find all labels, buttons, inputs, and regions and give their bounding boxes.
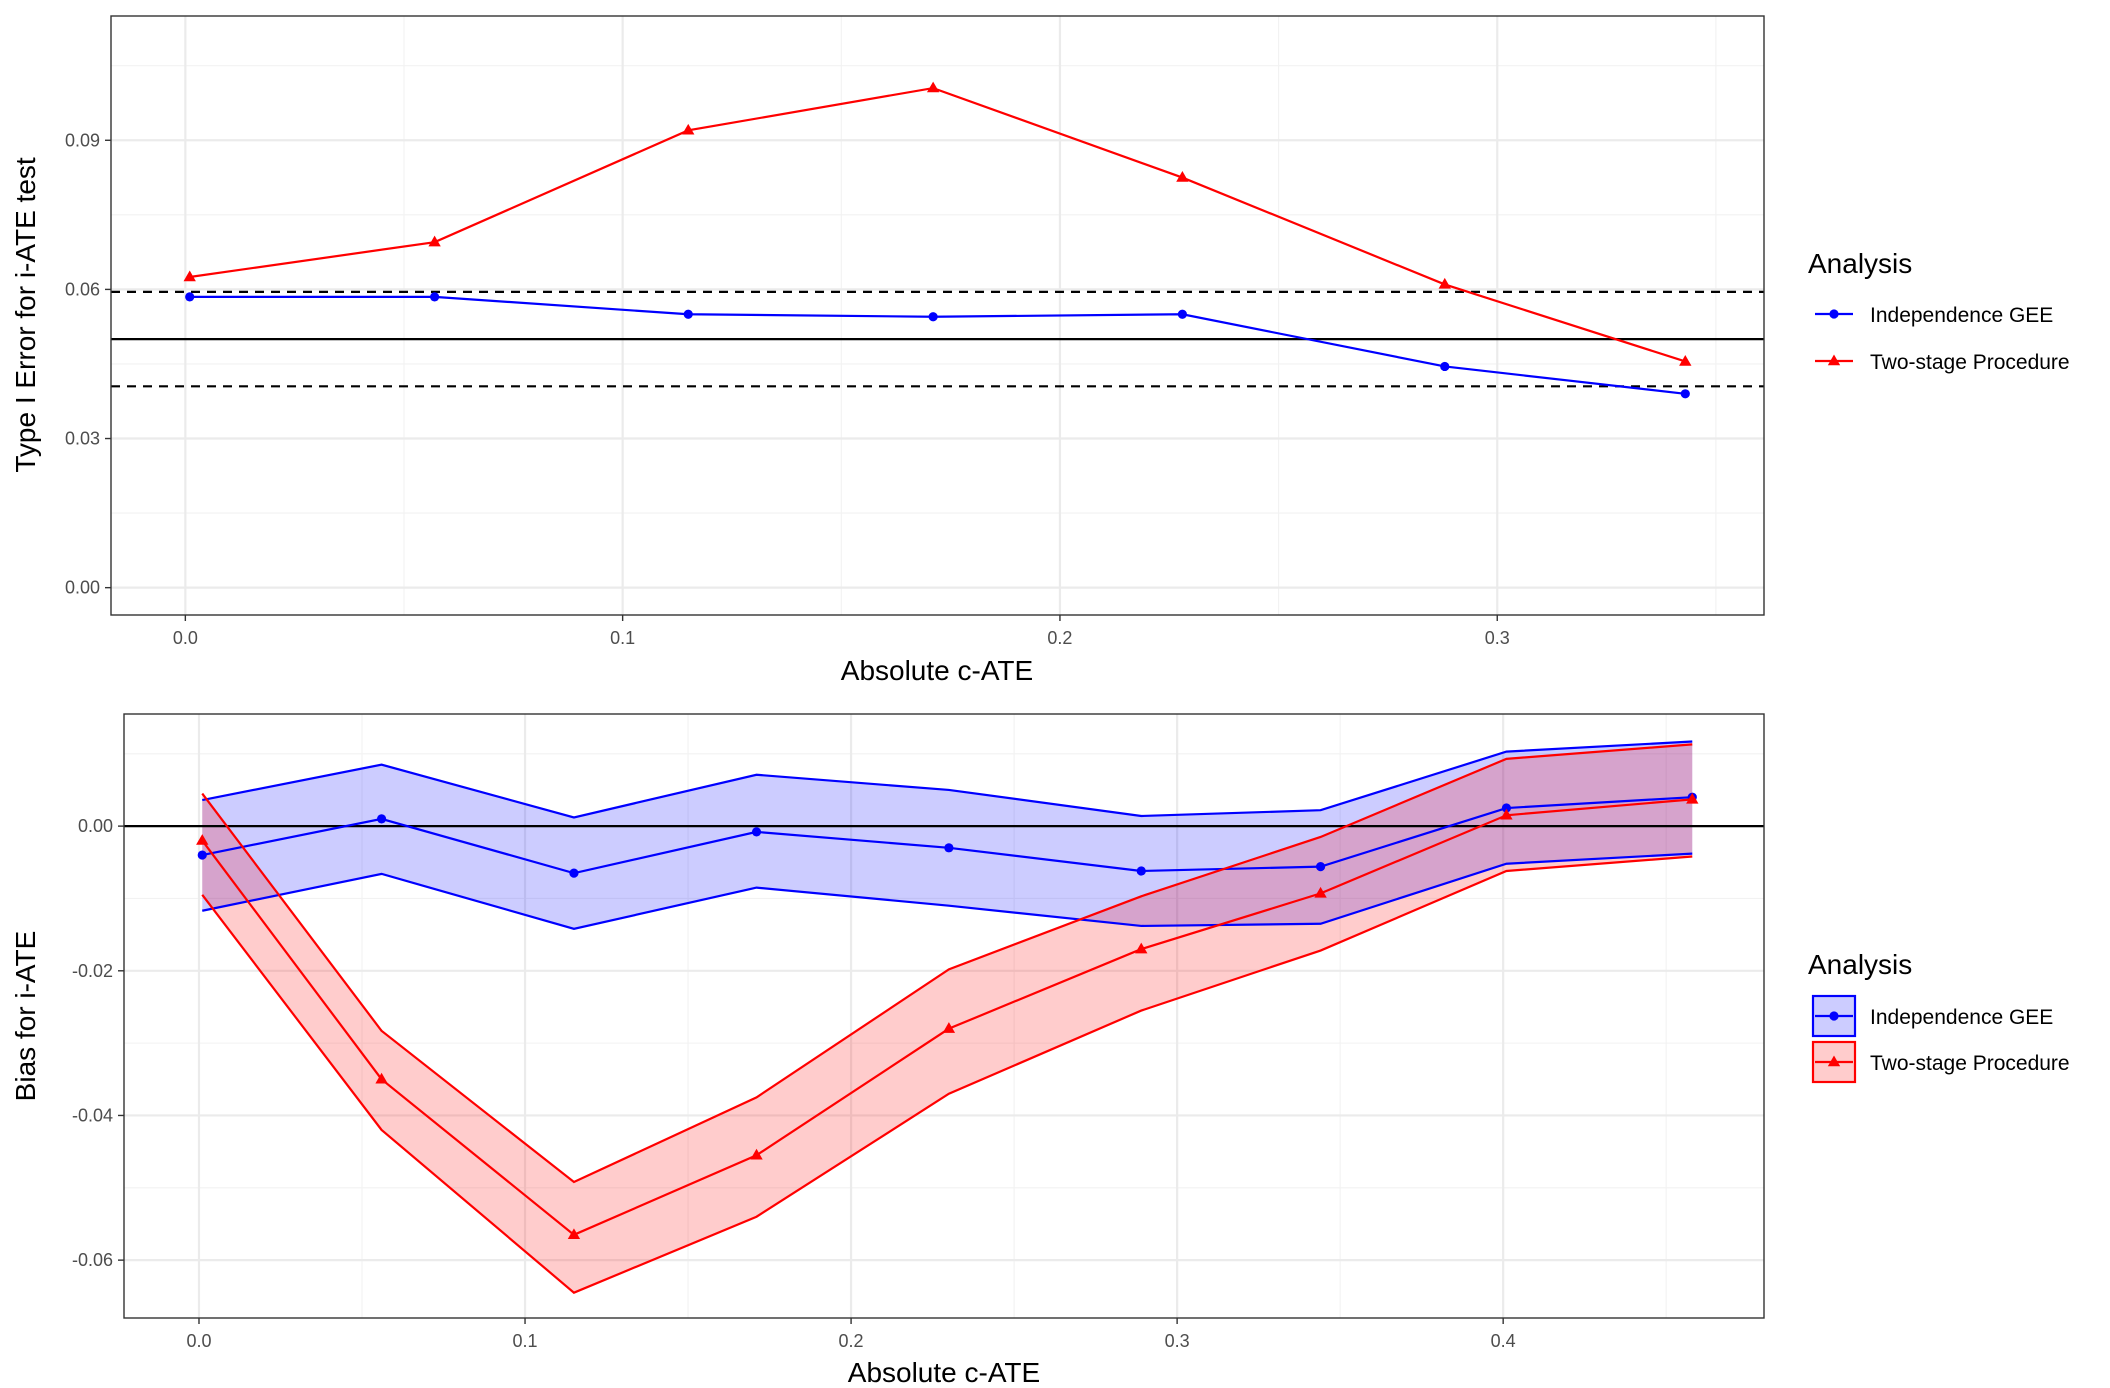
type1-error-panel: 0.0 0.1 0.2 0.3 0.00 0.03 0.06 0.09 Absolute c…	[10, 15, 2070, 686]
bottom-point-independence	[751, 827, 762, 837]
bottom-point-independence	[569, 868, 579, 878]
top-grid	[111, 16, 1764, 615]
bottom-point-two-stage	[196, 834, 209, 845]
top-point-two-stage	[428, 235, 441, 247]
top-y-tick-label: 0.00	[65, 578, 100, 598]
top-point-two-stage	[1438, 277, 1451, 289]
bottom-point-two-stage	[1135, 942, 1148, 954]
bottom-point-two-stage	[375, 1072, 388, 1084]
bottom-upper-independence	[202, 740, 1693, 819]
bottom-point-independence	[1136, 866, 1146, 876]
top-panel-border	[110, 15, 1765, 616]
top-y-axis-title: Type I Error for i-ATE test	[10, 157, 41, 473]
top-y-tick-label: 0.09	[65, 130, 100, 150]
top-legend-keys	[1815, 309, 1853, 366]
bottom-point-independence	[1315, 862, 1326, 872]
top-line-two-stage	[189, 86, 1686, 363]
bias-panel: 0.0 0.1 0.2 0.3 0.4 -0.06 -0.04 -0.02 0.00 Abso…	[10, 713, 2070, 1388]
top-point-independence	[683, 309, 693, 319]
top-x-tick-label: 0.2	[1047, 628, 1072, 648]
bottom-x-axis-title: Absolute c-ATE	[848, 1357, 1040, 1388]
bottom-point-two-stage	[942, 1022, 956, 1033]
bottom-point-independence	[376, 814, 387, 824]
bottom-x-tick-label: 0.2	[839, 1331, 864, 1351]
top-x-tick-label: 0.1	[610, 628, 635, 648]
bottom-bands	[202, 741, 1693, 1293]
top-series	[183, 81, 1692, 399]
bottom-y-ticks: -0.06 -0.04 -0.02 0.00	[72, 816, 124, 1270]
top-point-independence	[1440, 361, 1450, 372]
bottom-x-tick-label: 0.3	[1165, 1331, 1190, 1351]
top-y-ticks: 0.00 0.03 0.06 0.09	[65, 130, 111, 598]
bottom-y-tick-label: -0.04	[72, 1105, 113, 1125]
bottom-point-two-stage	[1314, 886, 1327, 898]
top-point-two-stage	[1679, 354, 1692, 366]
top-reference-lines	[111, 290, 1764, 388]
top-legend-title: Analysis	[1808, 248, 1912, 279]
top-point-independence	[1680, 389, 1690, 399]
top-point-two-stage	[1176, 171, 1189, 182]
bottom-legend-key-marker-two-stage	[1827, 1055, 1841, 1067]
bottom-upper-two-stage	[201, 743, 1693, 1184]
bottom-band-independence	[202, 741, 1693, 929]
bottom-panel-border	[123, 713, 1765, 1319]
bottom-point-independence	[1501, 803, 1512, 813]
top-x-axis-title: Absolute c-ATE	[841, 655, 1033, 686]
top-point-two-stage	[682, 123, 695, 135]
bottom-y-tick-label: -0.02	[72, 961, 113, 981]
bottom-y-axis-title: Bias for i-ATE	[10, 931, 41, 1102]
bottom-series	[196, 740, 1699, 1294]
top-legend-key-marker-independence	[1829, 309, 1839, 319]
top-point-two-stage	[926, 81, 940, 93]
bottom-point-two-stage	[1686, 792, 1699, 804]
bottom-x-tick-label: 0.0	[186, 1331, 211, 1351]
bottom-lower-two-stage	[201, 855, 1693, 1294]
top-point-independence	[1177, 309, 1187, 319]
bottom-y-tick-label: 0.00	[78, 816, 113, 836]
bottom-point-two-stage	[567, 1228, 581, 1240]
bottom-band-two-stage	[202, 744, 1693, 1293]
bottom-point-two-stage	[1500, 808, 1513, 820]
bottom-x-ticks: 0.0 0.1 0.2 0.3 0.4	[186, 1318, 1516, 1351]
top-point-independence	[430, 292, 440, 302]
bottom-legend-key-marker-independence	[1829, 1011, 1839, 1021]
bottom-x-tick-label: 0.4	[1491, 1331, 1516, 1351]
top-x-ticks: 0.0 0.1 0.2 0.3	[173, 615, 1510, 648]
top-line-independence	[189, 295, 1686, 395]
bottom-legend-title: Analysis	[1808, 949, 1912, 980]
bottom-lower-independence	[202, 852, 1693, 930]
top-legend-label-two-stage: Two-stage Procedure	[1870, 351, 2070, 374]
bottom-legend-label-two-stage: Two-stage Procedure	[1870, 1052, 2070, 1075]
bottom-legend: Analysis Independence GEE Two-stage Proc…	[1808, 949, 2070, 1084]
top-y-tick-label: 0.06	[65, 279, 100, 299]
top-x-tick-label: 0.0	[173, 628, 198, 648]
bottom-point-two-stage	[750, 1148, 763, 1160]
bottom-legend-label-independence: Independence GEE	[1870, 1006, 2053, 1029]
top-x-tick-label: 0.3	[1485, 628, 1510, 648]
top-legend: Analysis Independence GEE Two-stage Proc…	[1808, 248, 2070, 374]
bottom-x-tick-label: 0.1	[513, 1331, 538, 1351]
top-point-independence	[185, 292, 195, 302]
bottom-point-independence	[944, 843, 954, 853]
top-point-independence	[928, 312, 938, 322]
top-legend-key-marker-two-stage	[1827, 354, 1841, 366]
top-point-two-stage	[183, 270, 196, 282]
top-legend-label-independence: Independence GEE	[1870, 304, 2053, 327]
bottom-legend-keys	[1811, 994, 1857, 1084]
bottom-point-independence	[197, 850, 207, 860]
top-y-tick-label: 0.03	[65, 429, 100, 449]
bottom-y-tick-label: -0.06	[72, 1250, 113, 1270]
